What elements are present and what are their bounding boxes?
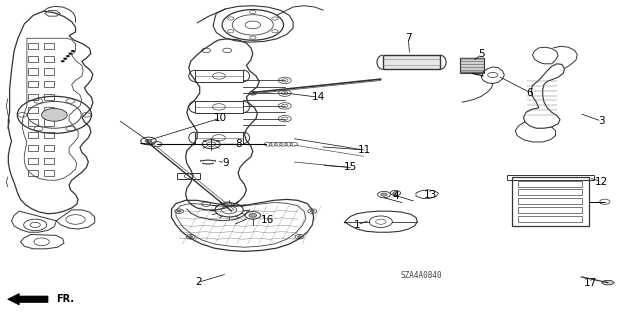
Circle shape	[61, 61, 64, 62]
Text: 1: 1	[354, 220, 360, 230]
Bar	[195, 70, 243, 82]
Text: 17: 17	[584, 278, 596, 288]
Text: 15: 15	[344, 162, 357, 173]
Text: 12: 12	[595, 177, 608, 187]
Bar	[28, 81, 38, 87]
Text: 7: 7	[405, 33, 412, 43]
Bar	[44, 132, 54, 138]
Bar	[28, 56, 38, 62]
Bar	[460, 58, 484, 72]
Circle shape	[310, 210, 314, 212]
Text: 9: 9	[222, 158, 228, 168]
Bar	[44, 56, 54, 62]
Bar	[195, 101, 243, 113]
Bar	[460, 58, 484, 59]
Circle shape	[69, 53, 72, 54]
Bar	[28, 107, 38, 113]
Bar	[44, 119, 54, 126]
Bar	[518, 181, 582, 187]
Text: 2: 2	[195, 277, 202, 287]
Bar	[518, 216, 582, 222]
Circle shape	[249, 213, 257, 217]
Text: 8: 8	[236, 139, 242, 149]
Bar	[518, 198, 582, 204]
Bar	[28, 158, 38, 164]
Bar	[460, 71, 484, 72]
Circle shape	[67, 56, 69, 57]
Bar	[44, 94, 54, 100]
Bar	[44, 145, 54, 151]
Text: 11: 11	[358, 145, 371, 155]
Circle shape	[381, 193, 387, 196]
Bar	[28, 170, 38, 176]
Text: 5: 5	[479, 49, 485, 59]
Bar	[28, 119, 38, 126]
Bar	[28, 94, 38, 100]
Text: 10: 10	[214, 113, 227, 123]
Bar	[44, 158, 54, 164]
Text: 6: 6	[527, 87, 533, 98]
Bar	[44, 43, 54, 49]
Bar	[28, 145, 38, 151]
Bar	[383, 55, 440, 69]
Bar	[44, 81, 54, 87]
Text: 3: 3	[598, 116, 605, 126]
Text: 14: 14	[312, 92, 325, 102]
Circle shape	[145, 139, 152, 143]
Circle shape	[189, 236, 193, 238]
Text: FR.: FR.	[56, 294, 74, 304]
Circle shape	[177, 210, 181, 212]
Polygon shape	[8, 293, 48, 305]
Bar	[28, 43, 38, 49]
Bar	[28, 132, 38, 138]
Bar	[44, 170, 54, 176]
Circle shape	[64, 58, 67, 60]
Text: 13: 13	[424, 189, 436, 200]
Circle shape	[298, 236, 301, 238]
Bar	[507, 175, 594, 180]
Bar	[518, 189, 582, 195]
Bar	[195, 132, 243, 144]
Bar	[44, 68, 54, 75]
Bar	[44, 107, 54, 113]
Circle shape	[249, 91, 257, 95]
Circle shape	[72, 50, 74, 52]
Circle shape	[42, 108, 67, 121]
Circle shape	[393, 192, 398, 194]
Bar	[28, 68, 38, 75]
Bar	[518, 207, 582, 213]
Polygon shape	[602, 280, 614, 285]
Text: 16: 16	[261, 215, 274, 225]
Bar	[512, 177, 589, 226]
Text: SZA4A0840: SZA4A0840	[400, 271, 442, 280]
Text: 4: 4	[392, 191, 399, 201]
